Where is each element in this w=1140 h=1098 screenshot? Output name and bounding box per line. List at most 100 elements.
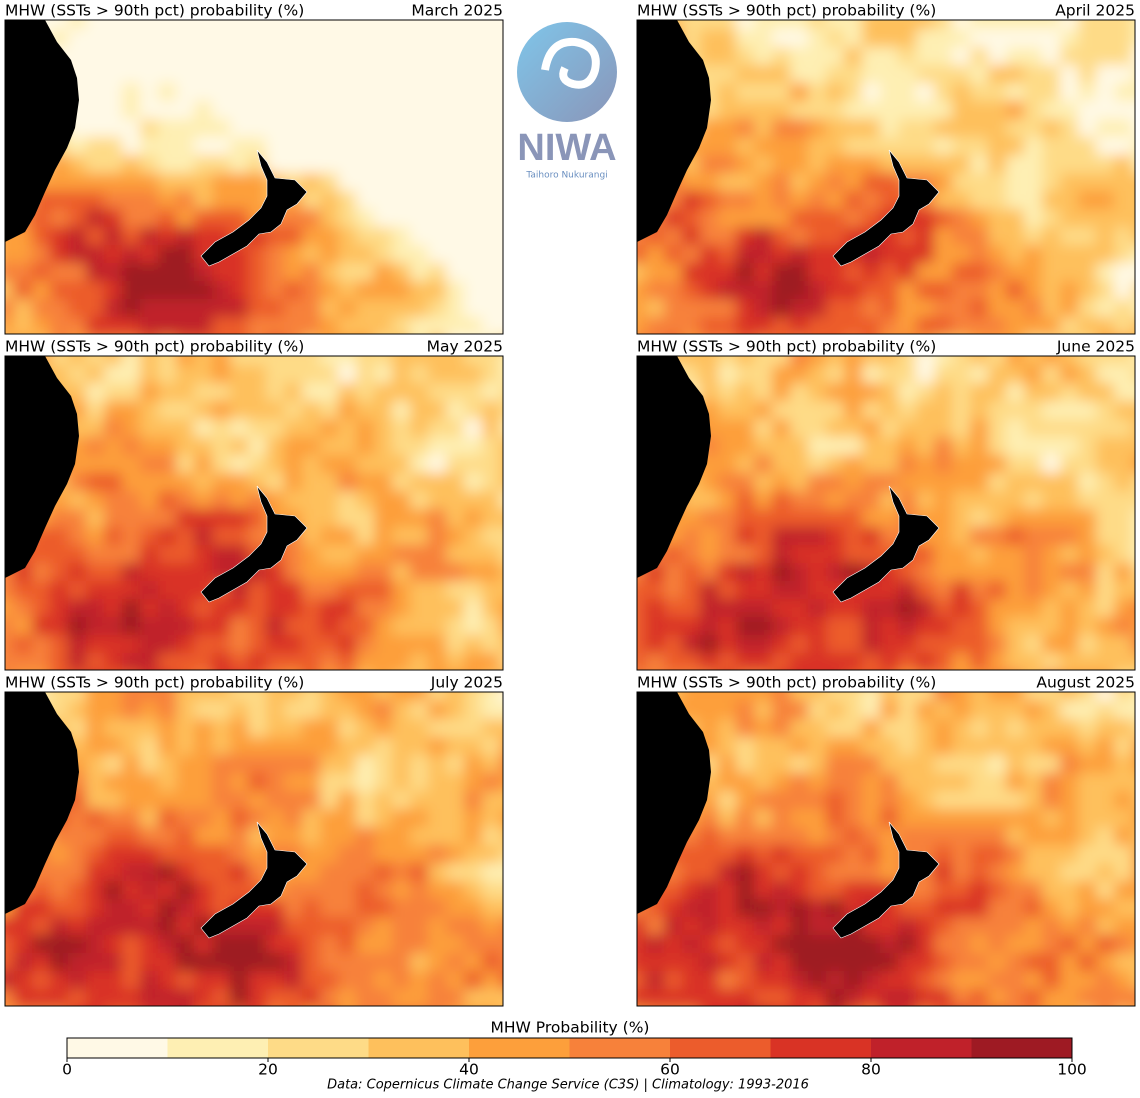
- map-frame: [4, 19, 504, 335]
- map-cell: [338, 737, 357, 756]
- map-cell: [356, 599, 375, 618]
- map-cell: [637, 971, 647, 990]
- map-cell: [1114, 20, 1133, 30]
- map-cell: [916, 119, 935, 138]
- map-cell: [952, 989, 971, 1006]
- map-cell: [464, 356, 483, 366]
- map-cell: [338, 545, 357, 564]
- map-cell: [284, 773, 303, 792]
- map-cell: [862, 20, 881, 30]
- map-cell: [302, 473, 321, 492]
- map-cell: [790, 473, 809, 492]
- map-cell: [194, 119, 213, 138]
- map-cell: [646, 971, 665, 990]
- map-cell: [302, 671, 321, 690]
- map-cell: [988, 173, 1007, 192]
- map-cell: [934, 401, 953, 420]
- map-cell: [970, 263, 989, 282]
- map-cell: [1024, 20, 1043, 30]
- map-cell: [122, 653, 141, 670]
- map-cell: [500, 383, 503, 402]
- map-cell: [1078, 20, 1097, 30]
- map-cell: [880, 719, 899, 738]
- map-cell: [158, 20, 177, 30]
- map-cell: [952, 791, 971, 810]
- map-cell: [934, 791, 953, 810]
- map-cell: [718, 383, 737, 402]
- map-cell: [428, 83, 447, 102]
- map-cell: [500, 101, 503, 120]
- map-cell: [464, 719, 483, 738]
- map-cell: [664, 635, 683, 654]
- map-cell: [50, 281, 69, 300]
- map-cell: [772, 737, 791, 756]
- map-cell: [754, 20, 773, 30]
- map-cell: [338, 437, 357, 456]
- map-cell: [844, 773, 863, 792]
- map-cell: [266, 719, 285, 738]
- map-cell: [844, 989, 863, 1006]
- map-cell: [988, 755, 1007, 774]
- map-cell: [1060, 773, 1079, 792]
- map-cell: [1024, 791, 1043, 810]
- map-cell: [392, 245, 411, 264]
- map-cell: [446, 545, 465, 564]
- map-cell: [86, 137, 105, 156]
- map-cell: [284, 137, 303, 156]
- map-cell: [1006, 953, 1025, 972]
- map-cell: [86, 635, 105, 654]
- map-cell: [754, 617, 773, 636]
- map-cell: [808, 509, 827, 528]
- map-cell: [5, 299, 15, 318]
- map-cell: [952, 317, 971, 334]
- map-cell: [916, 755, 935, 774]
- map-cell: [122, 989, 141, 1006]
- map-cell: [140, 119, 159, 138]
- map-cell: [266, 473, 285, 492]
- panel-date: May 2025: [427, 338, 503, 356]
- map-cell: [86, 935, 105, 954]
- map-cell: [284, 281, 303, 300]
- map-cell: [194, 383, 213, 402]
- map-cell: [718, 155, 737, 174]
- map-cell: [1096, 119, 1115, 138]
- map-cell: [682, 281, 701, 300]
- map-cell: [392, 527, 411, 546]
- map-cell: [194, 773, 213, 792]
- map-cell: [1114, 827, 1133, 846]
- map-cell: [1060, 917, 1079, 936]
- map-cell: [934, 20, 953, 30]
- map-cell: [844, 419, 863, 438]
- map-cell: [736, 401, 755, 420]
- map-cell: [86, 863, 105, 882]
- map-cell: [212, 401, 231, 420]
- map-cell: [952, 671, 971, 690]
- map-cell: [410, 899, 429, 918]
- map-cell: [1096, 365, 1115, 384]
- map-cell: [140, 101, 159, 120]
- map-cell: [428, 356, 447, 366]
- map-cell: [1006, 599, 1025, 618]
- map-cell: [356, 692, 375, 702]
- map-cell: [682, 917, 701, 936]
- map-cell: [122, 419, 141, 438]
- map-cell: [1078, 365, 1097, 384]
- map-cell: [176, 545, 195, 564]
- map-cell: [320, 935, 339, 954]
- map-cell: [212, 65, 231, 84]
- map-cell: [700, 20, 719, 30]
- map-cell: [500, 173, 503, 192]
- map-cell: [736, 545, 755, 564]
- map-cell: [212, 491, 231, 510]
- map-cell: [952, 509, 971, 528]
- map-cell: [248, 653, 267, 670]
- map-cell: [1078, 401, 1097, 420]
- map-cell: [392, 671, 411, 690]
- map-cell: [1060, 101, 1079, 120]
- map-cell: [808, 635, 827, 654]
- map-cell: [952, 491, 971, 510]
- map-cell: [826, 737, 845, 756]
- map-cell: [826, 791, 845, 810]
- land-new-zealand: [200, 821, 308, 939]
- map-cell: [374, 173, 393, 192]
